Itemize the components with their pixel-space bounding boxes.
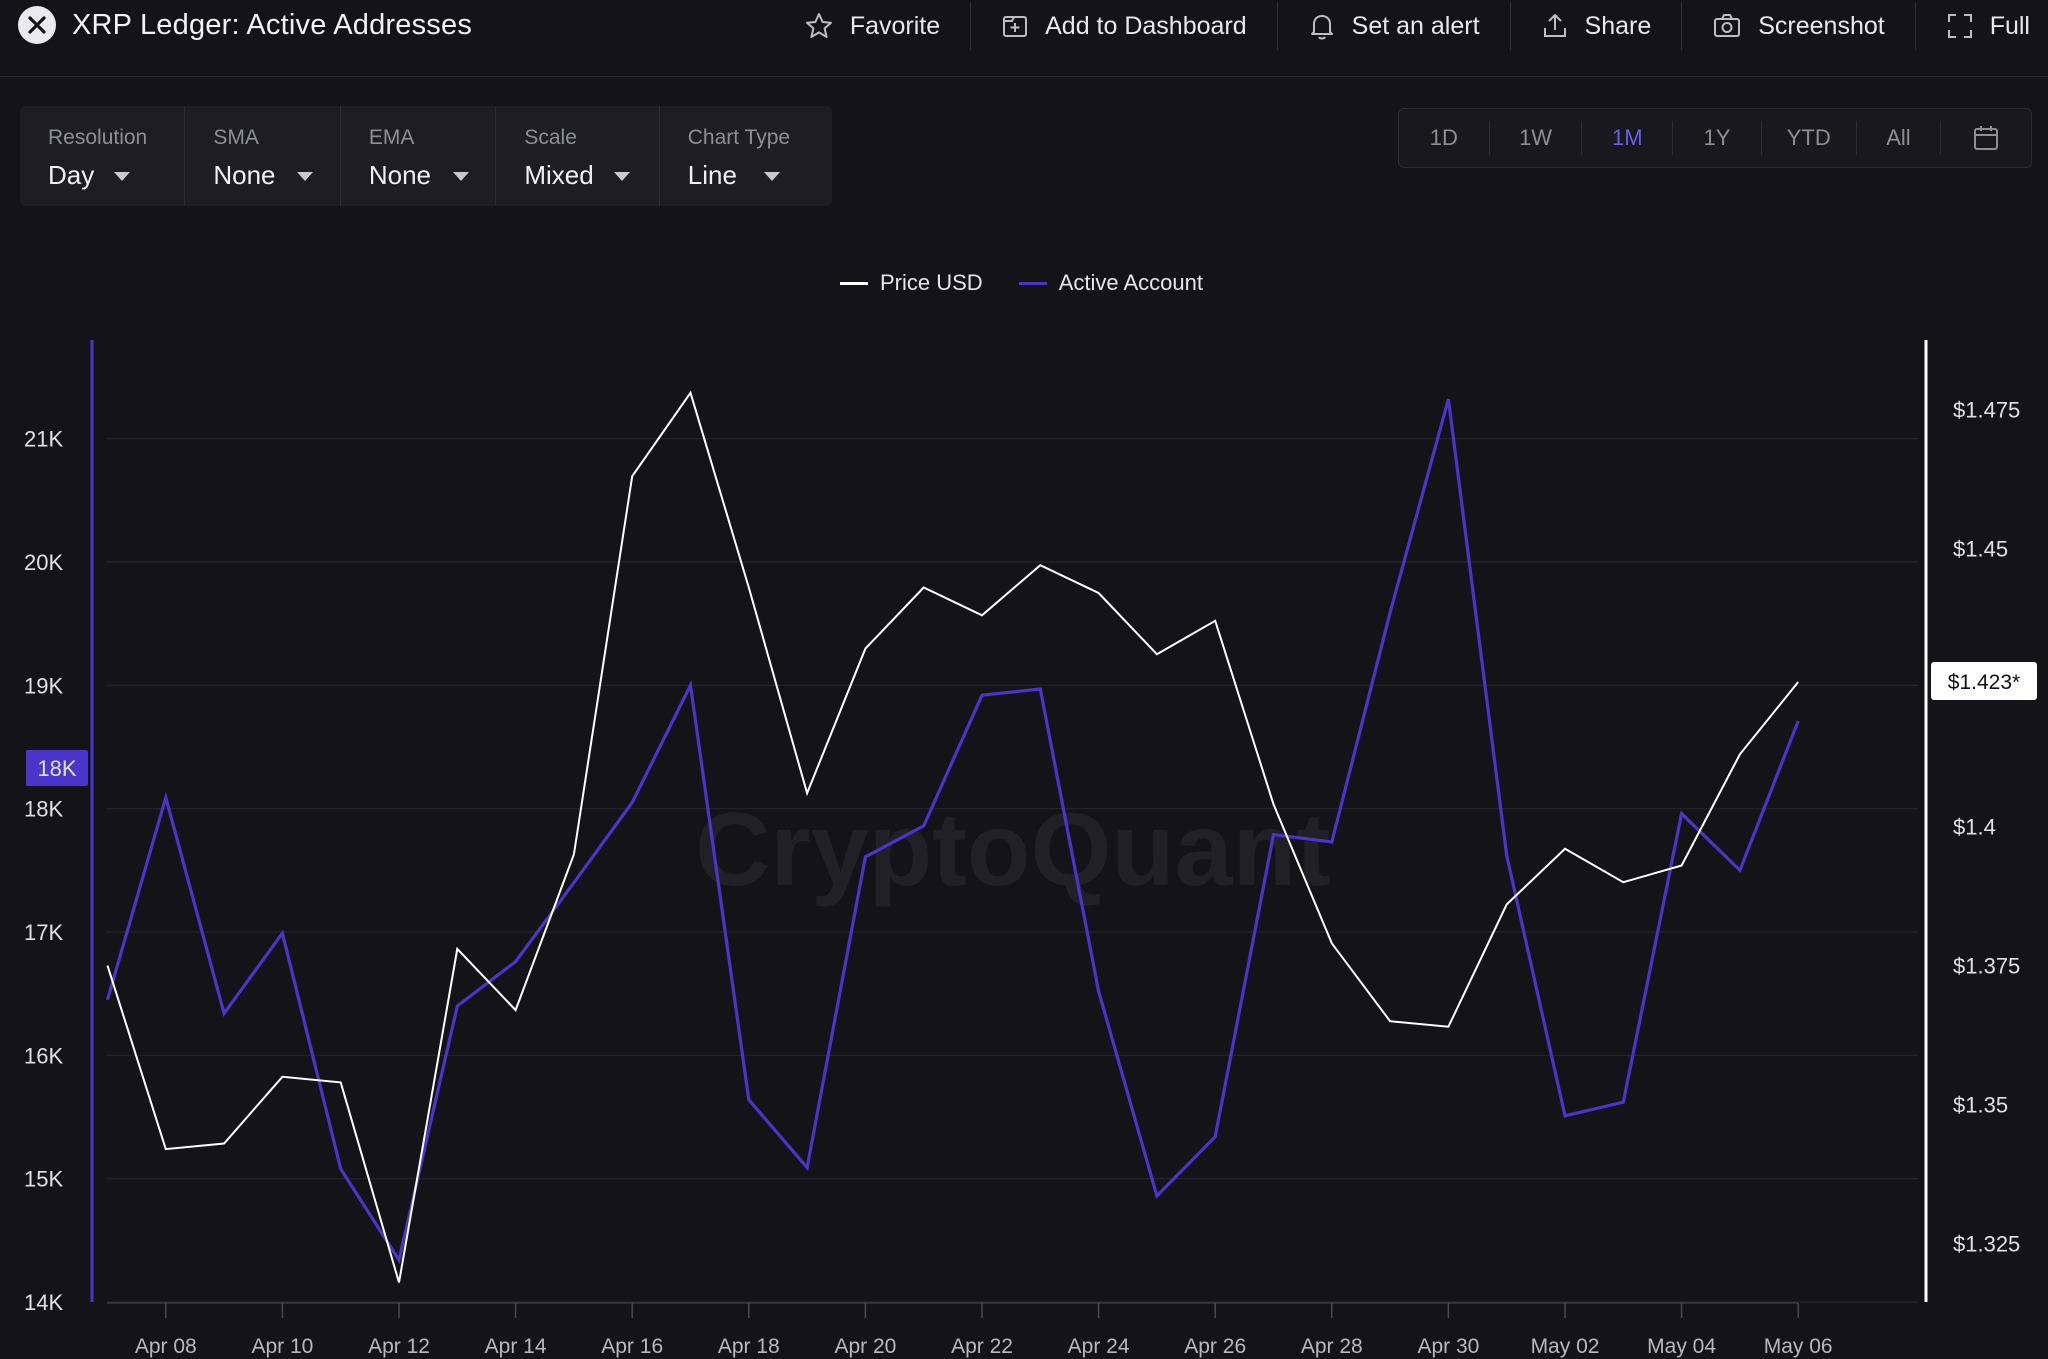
x-tick-label: Apr 26 [1184, 1335, 1246, 1358]
bell-icon [1310, 15, 1333, 40]
x-tick-label: Apr 18 [718, 1335, 780, 1358]
x-tick-label: Apr 28 [1301, 1335, 1363, 1358]
x-tick-label: Apr 14 [485, 1335, 547, 1358]
legend-label-price: Price USD [880, 270, 983, 295]
y-right-tick-label: $1.35 [1953, 1093, 2008, 1118]
fullscreen-label: Full [1989, 11, 2030, 40]
x-tick-label: May 02 [1531, 1335, 1600, 1358]
x-tick-label: May 06 [1764, 1335, 1833, 1358]
resolution-value: Day [48, 160, 95, 190]
top-bar: XRP Ledger: Active Addresses Favorite Ad… [0, 0, 2048, 77]
x-tick-label: May 04 [1647, 1335, 1716, 1358]
sma-label: SMA [213, 126, 259, 149]
chevron-down-icon [114, 172, 130, 181]
close-button[interactable] [18, 6, 56, 44]
range-1w[interactable]: 1W [1490, 121, 1583, 155]
chart-controls: Resolution Day SMA None EMA None Scale M… [20, 106, 832, 206]
scale-value: Mixed [524, 160, 594, 190]
y-right-tick-label: $1.475 [1953, 398, 2020, 423]
range-selector: 1D 1W 1M 1Y YTD All [1398, 108, 2032, 168]
favorite-label: Favorite [849, 11, 941, 40]
y-left-tick-label: 16K [24, 1043, 63, 1068]
chevron-down-icon [452, 172, 469, 181]
chart-type-select[interactable]: Chart Type Line [660, 106, 832, 206]
sma-select[interactable]: SMA None [185, 106, 341, 206]
range-1m[interactable]: 1M [1582, 121, 1674, 155]
chart-legend: Price USD Active Account [840, 270, 1239, 296]
y-right-tick-label: $1.375 [1953, 954, 2020, 979]
series-line-price-usd[interactable] [106, 390, 1799, 1283]
screenshot-label: Screenshot [1758, 11, 1885, 40]
resolution-select[interactable]: Resolution Day [20, 106, 186, 206]
dashboard-add-icon [1003, 16, 1028, 37]
share-label: Share [1584, 11, 1652, 40]
scale-label: Scale [524, 126, 577, 149]
last-price-label: $1.423* [1948, 671, 2020, 694]
crosshair-value-label: 18K [37, 756, 76, 781]
ema-value: None [368, 160, 432, 190]
y-right-tick-label: $1.4 [1953, 815, 1996, 840]
share-icon [1543, 14, 1566, 37]
legend-swatch-price [840, 281, 868, 285]
crosshair-value-badge [26, 749, 88, 786]
chevron-down-icon [614, 172, 631, 181]
legend-label-active: Active Account [1058, 270, 1203, 295]
range-all[interactable]: All [1857, 121, 1942, 155]
last-price-badge [1931, 661, 2037, 700]
watermark: CryptoQuant [695, 792, 1331, 908]
series-line-active-account[interactable] [105, 398, 1800, 1265]
range-ytd[interactable]: YTD [1762, 121, 1857, 155]
share-button[interactable]: Share [1511, 2, 1683, 50]
scale-select[interactable]: Scale Mixed [496, 106, 660, 206]
y-left-tick-label: 21K [24, 427, 63, 452]
y-left-tick-label: 20K [24, 550, 63, 575]
set-alert-label: Set an alert [1351, 11, 1480, 40]
add-to-dashboard-label: Add to Dashboard [1045, 11, 1247, 40]
ema-label: EMA [368, 126, 415, 149]
y-left-tick-label: 18K [24, 797, 63, 822]
chevron-down-icon [297, 172, 314, 181]
x-tick-label: Apr 20 [834, 1335, 896, 1358]
favorite-button[interactable]: Favorite [774, 2, 972, 50]
camera-icon [1714, 14, 1741, 37]
x-tick-label: Apr 30 [1417, 1335, 1479, 1358]
x-tick-label: Apr 16 [601, 1335, 663, 1358]
range-1y[interactable]: 1Y [1673, 121, 1762, 155]
y-left-tick-label: 17K [24, 920, 63, 945]
x-tick-label: Apr 22 [951, 1335, 1013, 1358]
legend-item-price-usd[interactable]: Price USD [840, 270, 983, 296]
y-right-tick-label: $1.325 [1953, 1232, 2020, 1257]
add-to-dashboard-button[interactable]: Add to Dashboard [971, 2, 1278, 50]
range-1d[interactable]: 1D [1399, 121, 1490, 155]
chart-type-value: Line [687, 160, 737, 190]
y-left-tick-label: 14K [24, 1290, 63, 1315]
fullscreen-button[interactable]: Full [1916, 2, 2048, 50]
x-tick-label: Apr 10 [251, 1335, 313, 1358]
chart-type-label: Chart Type [687, 126, 791, 149]
chevron-down-icon [763, 172, 780, 181]
resolution-label: Resolution [48, 126, 148, 149]
y-left-tick-label: 15K [24, 1167, 63, 1192]
screenshot-button[interactable]: Screenshot [1682, 2, 1916, 50]
set-alert-button[interactable]: Set an alert [1278, 2, 1511, 50]
y-left-tick-label: 19K [24, 673, 63, 698]
legend-swatch-active [1018, 281, 1047, 285]
sma-value: None [213, 160, 276, 190]
fullscreen-icon [1947, 14, 1972, 38]
date-range-button[interactable] [1941, 121, 2031, 155]
legend-item-active-account[interactable]: Active Account [1018, 270, 1203, 296]
toolbar: Favorite Add to Dashboard Set an alert S… [774, 0, 2048, 52]
calendar-icon [1974, 126, 1999, 150]
close-icon [28, 16, 46, 34]
x-tick-label: Apr 24 [1068, 1335, 1130, 1358]
x-tick-label: Apr 08 [135, 1335, 197, 1358]
y-right-tick-label: $1.45 [1953, 537, 2008, 562]
page-title: XRP Ledger: Active Addresses [72, 9, 473, 41]
ema-select[interactable]: EMA None [341, 106, 497, 206]
x-tick-label: Apr 12 [368, 1335, 430, 1358]
star-icon [805, 13, 832, 38]
